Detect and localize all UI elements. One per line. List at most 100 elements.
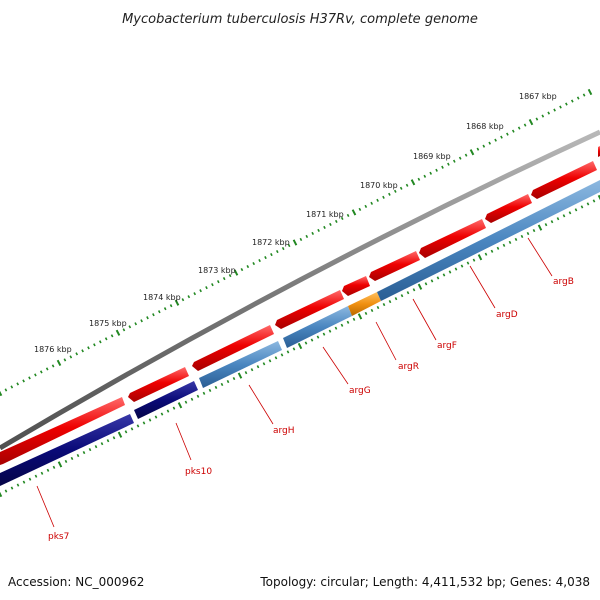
- minor-tick: [562, 214, 566, 218]
- minor-tick: [511, 129, 515, 133]
- minor-tick: [514, 237, 518, 242]
- minor-tick: [388, 300, 392, 304]
- reverse-gene-argR[interactable]: [348, 292, 381, 316]
- minor-tick: [323, 225, 326, 230]
- reverse-gene-argF-argD-argB[interactable]: [377, 180, 600, 301]
- minor-tick: [262, 362, 266, 366]
- minor-tick: [329, 222, 332, 227]
- minor-tick: [4, 388, 8, 392]
- minor-tick: [547, 111, 551, 115]
- minor-tick: [316, 335, 320, 339]
- minor-tick: [140, 319, 143, 323]
- forward-gene[interactable]: [369, 251, 420, 281]
- reverse-gene-pks10[interactable]: [134, 381, 198, 419]
- minor-tick: [152, 313, 155, 317]
- minor-tick: [358, 207, 362, 211]
- reverse-gene-pks7[interactable]: [0, 414, 134, 486]
- minor-tick: [435, 168, 438, 172]
- minor-tick: [205, 286, 208, 290]
- minor-tick: [100, 442, 104, 446]
- reverse-gene-argG[interactable]: [283, 306, 352, 348]
- minor-tick: [430, 279, 434, 283]
- minor-tick: [226, 379, 230, 384]
- minor-tick: [502, 243, 506, 247]
- tick-label: 1867 kbp: [519, 92, 557, 101]
- minor-tick: [196, 394, 200, 398]
- major-tick: [410, 179, 416, 186]
- minor-tick: [517, 126, 521, 130]
- gene-label-argH: argH: [273, 426, 295, 436]
- minor-tick: [346, 213, 350, 217]
- minor-tick: [190, 397, 194, 401]
- gene-label-pks10: pks10: [185, 467, 212, 477]
- minor-tick: [466, 261, 470, 265]
- minor-tick: [10, 385, 14, 389]
- major-tick: [115, 329, 121, 336]
- minor-tick: [508, 240, 512, 244]
- reverse-gene-argH[interactable]: [199, 341, 282, 388]
- gene-label-argF: argF: [437, 341, 457, 351]
- gene-label-argD: argD: [496, 310, 518, 320]
- minor-tick: [287, 243, 291, 248]
- minor-tick: [264, 255, 267, 260]
- minor-tick: [393, 189, 397, 193]
- minor-tick: [157, 310, 161, 314]
- forward-gene[interactable]: [531, 161, 597, 199]
- minor-tick: [169, 304, 173, 308]
- major-tick: [57, 461, 63, 468]
- minor-tick: [429, 171, 433, 175]
- minor-tick: [34, 474, 38, 478]
- minor-tick: [436, 276, 440, 280]
- minor-tick: [458, 156, 462, 160]
- forward-gene[interactable]: [275, 290, 344, 329]
- backbone-ring: [0, 129, 600, 451]
- minor-tick: [130, 427, 134, 431]
- forward-gene[interactable]: [128, 367, 189, 402]
- forward-gene[interactable]: [342, 276, 370, 296]
- tick-label: 1870 kbp: [360, 181, 398, 190]
- forward-gene[interactable]: [419, 219, 486, 258]
- major-tick: [117, 431, 123, 438]
- minor-tick: [423, 174, 427, 178]
- minor-tick: [364, 311, 368, 316]
- gene-label-argR: argR: [398, 362, 419, 372]
- minor-tick: [274, 356, 278, 360]
- forward-gene[interactable]: [485, 194, 532, 223]
- minor-tick: [340, 323, 344, 327]
- minor-tick: [64, 459, 68, 464]
- tick-track: [0, 88, 593, 397]
- minor-tick: [172, 406, 176, 410]
- major-tick: [0, 390, 3, 397]
- tick-label: 1872 kbp: [252, 238, 290, 247]
- minor-tick: [399, 186, 403, 190]
- minor-tick: [482, 144, 486, 148]
- minor-tick: [304, 341, 308, 345]
- minor-tick: [34, 373, 37, 377]
- minor-tick: [22, 379, 25, 383]
- forward-gene[interactable]: [0, 397, 125, 465]
- minor-tick: [334, 326, 338, 330]
- minor-tick: [454, 267, 458, 271]
- forward-gene[interactable]: [192, 325, 274, 371]
- minor-tick: [299, 237, 303, 242]
- minor-tick: [317, 228, 320, 233]
- minor-tick: [81, 349, 84, 353]
- minor-tick: [124, 430, 128, 434]
- minor-tick: [484, 252, 488, 256]
- minor-tick: [28, 376, 31, 380]
- minor-tick: [122, 328, 126, 332]
- minor-tick: [216, 280, 220, 284]
- minor-tick: [63, 358, 67, 362]
- minor-tick: [334, 219, 338, 223]
- minor-tick: [488, 141, 492, 145]
- major-tick: [56, 359, 62, 367]
- minor-tick: [448, 270, 452, 274]
- inner-tick-track: [0, 194, 600, 498]
- major-tick: [537, 224, 543, 231]
- minor-tick: [246, 265, 250, 269]
- minor-tick: [553, 108, 556, 112]
- minor-tick: [136, 424, 140, 428]
- forward-strand: [0, 146, 600, 465]
- minor-tick: [311, 231, 315, 236]
- major-tick: [597, 194, 600, 201]
